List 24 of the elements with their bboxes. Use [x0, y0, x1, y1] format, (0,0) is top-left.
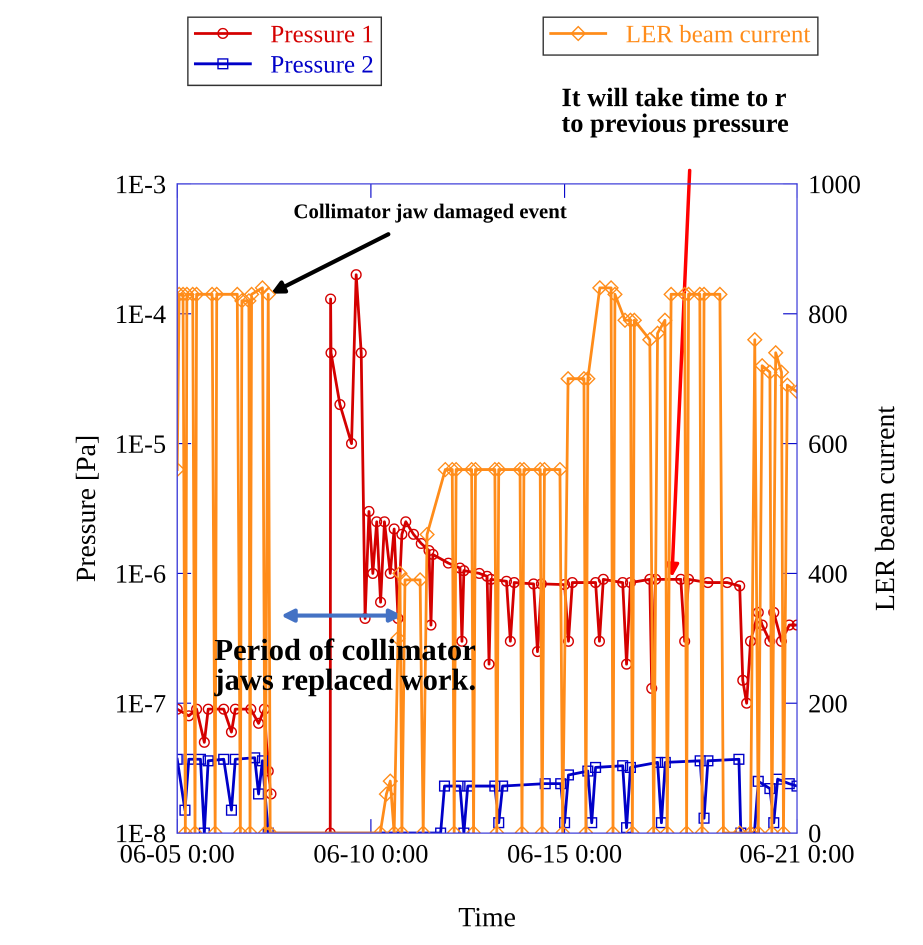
y2-axis-title: LER beam current: [874, 406, 894, 610]
y-tick-label: 1E-8: [117, 824, 166, 842]
legend-label: Pressure 1: [271, 26, 372, 42]
y-tick-label: 1E-5: [117, 435, 166, 454]
y2-tick-label: 600: [809, 435, 847, 454]
y2-tick-label: 200: [809, 694, 847, 713]
y-tick-label: 1E-6: [117, 565, 166, 583]
y-tick-label: 1E-3: [117, 176, 166, 194]
x-tick-label: 06-15 0:00: [508, 844, 622, 863]
y-axis-title: Pressure [Pa]: [76, 436, 99, 582]
text: It will take time to r to previous pressure: [562, 88, 788, 138]
y-tick-label: 1E-7: [117, 694, 166, 712]
x-tick-label: 06-10 0:00: [314, 844, 428, 863]
legend-label: LER beam current: [626, 24, 810, 42]
y2-tick-label: 800: [809, 305, 847, 324]
x-tick-label: 06-05 0:00: [120, 844, 234, 863]
legend-label: Pressure 2: [271, 56, 372, 73]
y2-tick-label: 1000: [810, 176, 860, 194]
y-tick-label: 1E-4: [117, 306, 166, 323]
y2-tick-label: 0: [809, 824, 820, 842]
x-tick-label: 06-21 0:00: [740, 844, 854, 863]
annotation: Collimator jaw damaged event: [294, 204, 567, 223]
y2-tick-label: 400: [808, 565, 847, 583]
x-axis-title: Time: [458, 908, 515, 926]
